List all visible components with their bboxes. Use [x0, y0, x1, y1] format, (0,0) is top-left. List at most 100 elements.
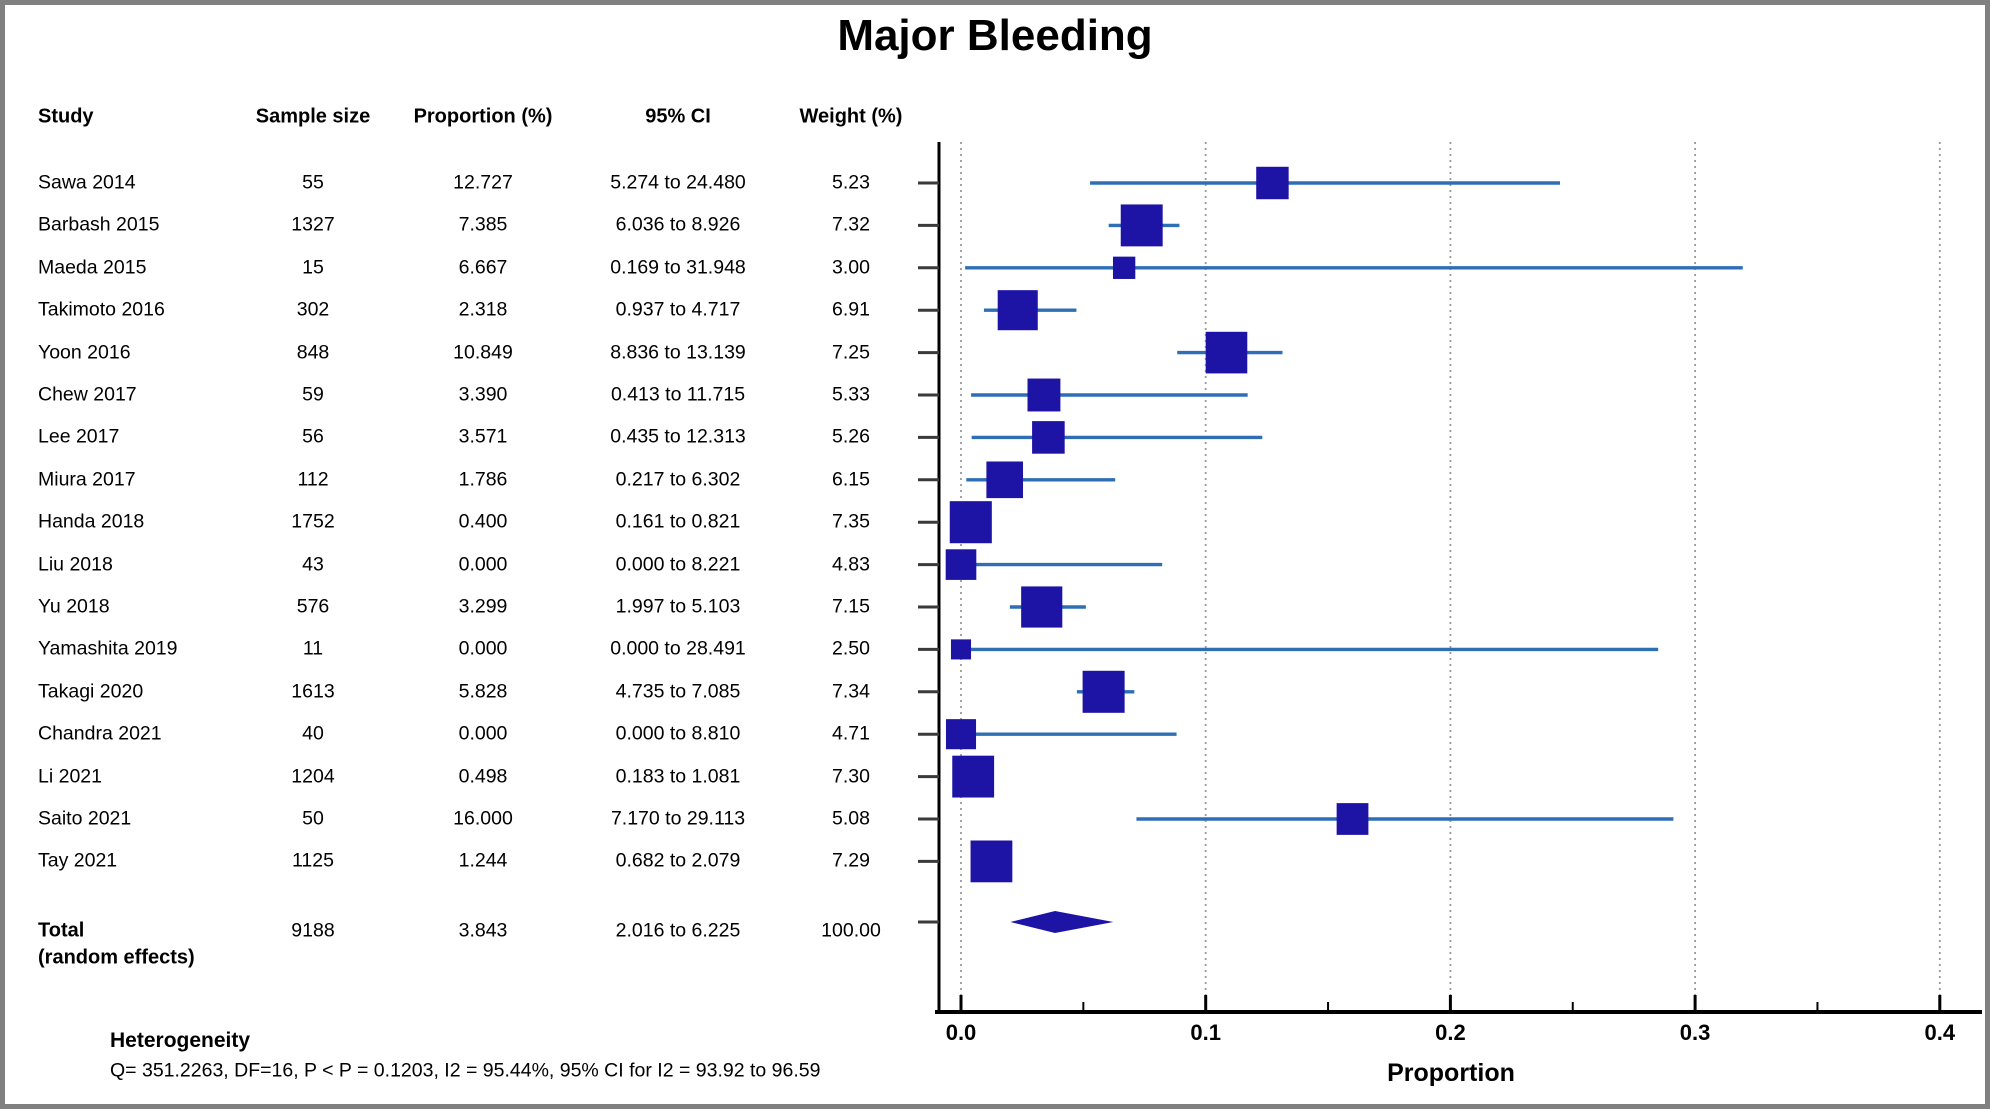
cell-weight: 4.83	[832, 553, 870, 576]
cell-ci: 0.000 to 8.810	[615, 722, 741, 745]
estimate-square	[1205, 331, 1248, 374]
estimate-square	[1021, 586, 1063, 628]
cell-weight: 5.23	[832, 171, 870, 194]
cell-study: Yu 2018	[38, 595, 110, 618]
estimate-square	[1120, 204, 1163, 247]
cell-sample-size: 11	[302, 637, 324, 660]
cell-weight: 7.25	[832, 341, 870, 364]
total-proportion: 3.843	[458, 919, 508, 942]
estimate-square	[945, 719, 977, 750]
cell-proportion: 12.727	[453, 171, 513, 194]
cell-study: Handa 2018	[38, 510, 145, 533]
cell-study: Sawa 2014	[38, 171, 136, 194]
cell-sample-size: 1327	[291, 213, 335, 236]
estimate-square	[1027, 378, 1061, 412]
cell-study: Chandra 2021	[38, 722, 162, 745]
cell-proportion: 0.000	[458, 553, 508, 576]
cell-proportion: 0.000	[458, 722, 508, 745]
cell-proportion: 2.318	[458, 298, 508, 321]
x-tick-label: 0.4	[1925, 1020, 1956, 1045]
cell-sample-size: 1613	[291, 680, 335, 703]
cell-study: Lee 2017	[38, 425, 120, 448]
estimate-square	[997, 290, 1038, 331]
estimate-square	[945, 549, 977, 580]
cell-weight: 6.91	[832, 298, 870, 321]
cell-proportion: 3.571	[458, 425, 508, 448]
cell-ci: 5.274 to 24.480	[610, 171, 746, 194]
summary-diamond	[1010, 911, 1114, 933]
cell-ci: 0.435 to 12.313	[610, 425, 746, 448]
cell-weight: 7.35	[832, 510, 870, 533]
cell-proportion: 0.498	[458, 765, 508, 788]
cell-ci: 0.217 to 6.302	[615, 468, 741, 491]
cell-sample-size: 848	[296, 341, 330, 364]
cell-sample-size: 302	[296, 298, 330, 321]
cell-sample-size: 43	[302, 553, 324, 576]
estimate-square	[1112, 256, 1136, 279]
cell-ci: 0.413 to 11.715	[610, 383, 746, 406]
cell-sample-size: 112	[297, 468, 329, 491]
cell-weight: 5.33	[832, 383, 870, 406]
cell-study: Takagi 2020	[38, 680, 144, 703]
cell-weight: 5.08	[832, 807, 870, 830]
cell-weight: 7.30	[832, 765, 870, 788]
cell-study: Yamashita 2019	[38, 637, 178, 660]
cell-ci: 0.000 to 8.221	[615, 553, 741, 576]
cell-proportion: 10.849	[453, 341, 513, 364]
x-tick-label: 0.1	[1190, 1020, 1221, 1045]
cell-ci: 0.937 to 4.717	[615, 298, 741, 321]
cell-study: Li 2021	[38, 765, 102, 788]
cell-weight: 7.15	[832, 595, 870, 618]
cell-ci: 0.682 to 2.079	[615, 849, 741, 872]
cell-weight: 7.29	[832, 849, 870, 872]
page-title: Major Bleeding	[837, 11, 1153, 60]
heterogeneity-label: Heterogeneity	[110, 1029, 251, 1052]
estimate-square	[1256, 166, 1289, 200]
cell-sample-size: 1204	[291, 765, 335, 788]
cell-study: Miura 2017	[38, 468, 136, 491]
cell-proportion: 0.000	[458, 637, 508, 660]
cell-ci: 0.169 to 31.948	[610, 256, 746, 279]
cell-proportion: 16.000	[453, 807, 513, 830]
cell-sample-size: 59	[302, 383, 324, 406]
cell-study: Tay 2021	[38, 849, 118, 872]
cell-ci: 8.836 to 13.139	[610, 341, 746, 364]
estimate-square	[986, 461, 1024, 499]
cell-ci: 0.183 to 1.081	[615, 765, 741, 788]
total-sublabel: (random effects)	[38, 946, 195, 969]
cell-sample-size: 15	[302, 256, 324, 279]
cell-weight: 7.32	[832, 213, 870, 236]
column-header-proportion: Proportion (%)	[413, 105, 553, 128]
cell-proportion: 7.385	[458, 213, 508, 236]
cell-sample-size: 55	[302, 171, 324, 194]
estimate-square	[949, 501, 992, 544]
x-tick-label: 0.0	[946, 1020, 977, 1045]
cell-proportion: 6.667	[458, 256, 508, 279]
cell-proportion: 0.400	[458, 510, 508, 533]
cell-sample-size: 1125	[292, 849, 334, 872]
cell-proportion: 3.390	[458, 383, 508, 406]
cell-sample-size: 56	[302, 425, 324, 448]
cell-weight: 6.15	[832, 468, 870, 491]
column-header-sample-size: Sample size	[255, 105, 371, 128]
total-ci: 2.016 to 6.225	[615, 919, 741, 942]
x-tick-label: 0.2	[1435, 1020, 1466, 1045]
x-axis-label: Proportion	[1387, 1059, 1515, 1087]
column-header-weight: Weight (%)	[799, 105, 903, 128]
cell-ci: 4.735 to 7.085	[615, 680, 741, 703]
cell-sample-size: 576	[296, 595, 330, 618]
cell-sample-size: 50	[302, 807, 324, 830]
cell-ci: 0.161 to 0.821	[615, 510, 741, 533]
heterogeneity-detail: Q= 351.2263, DF=16, P < P = 0.1203, I2 =…	[110, 1059, 821, 1082]
estimate-square	[1032, 421, 1065, 454]
cell-weight: 3.00	[832, 256, 870, 279]
cell-weight: 5.26	[832, 425, 870, 448]
cell-proportion: 3.299	[458, 595, 508, 618]
column-header-study: Study	[38, 105, 94, 128]
x-tick-label: 0.3	[1680, 1020, 1711, 1045]
column-header-ci: 95% CI	[645, 105, 711, 128]
cell-study: Chew 2017	[38, 383, 137, 406]
cell-ci: 6.036 to 8.926	[615, 213, 741, 236]
total-sample-size: 9188	[291, 919, 335, 942]
